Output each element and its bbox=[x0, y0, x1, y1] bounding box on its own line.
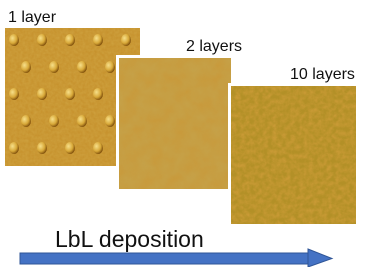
label-10-layers: 10 layers bbox=[290, 66, 355, 83]
page: 1 layer 2 layers 10 layers LbL depositio… bbox=[0, 0, 365, 267]
bump bbox=[21, 115, 31, 127]
bump bbox=[65, 142, 75, 154]
image-texture bbox=[231, 86, 356, 224]
arrow-label: LbL deposition bbox=[55, 226, 204, 252]
bump bbox=[93, 88, 103, 100]
bump bbox=[65, 34, 75, 46]
bump bbox=[93, 34, 103, 46]
bump bbox=[49, 61, 59, 73]
bump bbox=[37, 142, 47, 154]
afm-image-2 bbox=[116, 55, 234, 192]
arrow-shaft bbox=[20, 253, 310, 264]
image-texture bbox=[119, 58, 231, 189]
bump bbox=[9, 142, 19, 154]
label-2-layers: 2 layers bbox=[186, 38, 242, 55]
bump bbox=[49, 115, 59, 127]
bump bbox=[105, 61, 115, 73]
bump bbox=[9, 88, 19, 100]
bump bbox=[65, 88, 75, 100]
bump bbox=[37, 88, 47, 100]
bump bbox=[21, 61, 31, 73]
figure: 1 layer 2 layers 10 layers LbL depositio… bbox=[0, 0, 365, 267]
bump bbox=[121, 34, 131, 46]
bump bbox=[37, 34, 47, 46]
afm-image-3 bbox=[228, 83, 359, 227]
bump bbox=[105, 115, 115, 127]
arrow-head bbox=[308, 249, 332, 267]
bump bbox=[77, 61, 87, 73]
label-1-layer: 1 layer bbox=[8, 9, 57, 26]
bump bbox=[77, 115, 87, 127]
bump bbox=[9, 34, 19, 46]
bump bbox=[93, 142, 103, 154]
